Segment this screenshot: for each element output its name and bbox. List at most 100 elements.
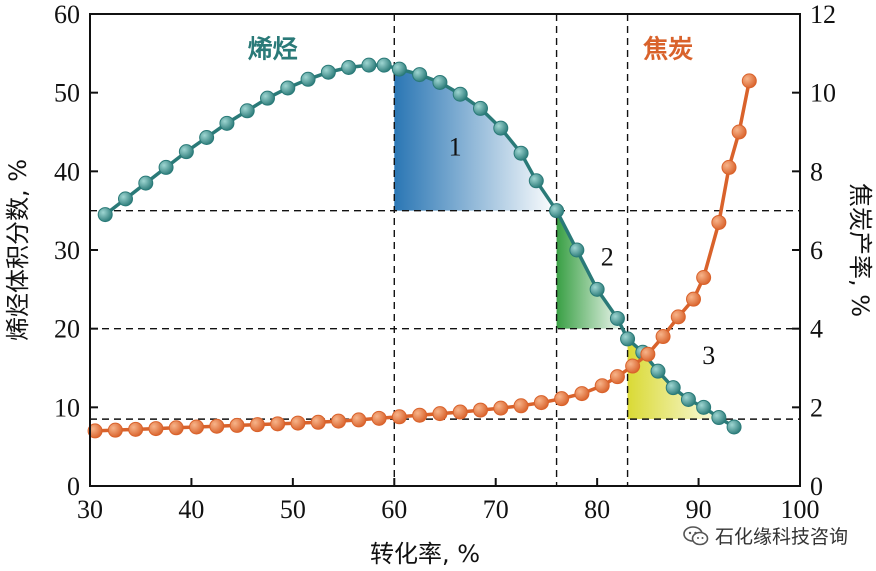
coke-point-26	[609, 369, 625, 385]
olefin-point-16	[412, 67, 428, 83]
y-right-tick-label-12: 12	[810, 0, 836, 29]
data-series	[87, 57, 757, 439]
y-left-tick-label-40: 40	[54, 157, 80, 186]
region-1-fill	[394, 67, 557, 211]
olefin-point-4	[178, 144, 194, 160]
y-left-tick-label-60: 60	[54, 0, 80, 29]
y-right-axis-title: 焦炭产率, %	[846, 183, 874, 317]
olefin-point-23	[549, 203, 565, 219]
coke-point-24	[574, 386, 590, 402]
coke-point-27	[625, 358, 641, 374]
shaded-regions	[394, 67, 735, 427]
coke-point-13	[351, 412, 367, 428]
coke-point-35	[731, 124, 747, 140]
region-1-label: 1	[449, 133, 462, 162]
olefin-point-20	[493, 120, 509, 136]
olefin-point-10	[300, 71, 316, 87]
x-tick-label-60: 60	[381, 495, 407, 524]
olefin-point-17	[432, 74, 448, 90]
x-tick-label-70: 70	[483, 495, 509, 524]
x-tick-label-40: 40	[178, 495, 204, 524]
olefin-point-11	[320, 64, 336, 80]
olefin-point-3	[158, 159, 174, 175]
coke-point-36	[741, 73, 757, 89]
olefin-point-34	[726, 419, 742, 435]
olefin-point-1	[118, 191, 133, 207]
x-tick-label-80: 80	[584, 495, 610, 524]
coke-point-0	[87, 423, 103, 439]
olefin-point-24	[569, 242, 585, 258]
olefin-point-15	[391, 61, 407, 77]
y-right-tick-label-0: 0	[810, 472, 823, 501]
olefin-point-19	[473, 100, 488, 116]
y-left-tick-label-20: 20	[54, 315, 80, 344]
coke-point-2	[128, 421, 144, 437]
coke-point-19	[473, 402, 488, 418]
coke-point-14	[371, 410, 387, 426]
olefin-point-7	[239, 103, 255, 119]
wechat-icon	[683, 525, 709, 545]
y-left-tick-label-0: 0	[67, 472, 80, 501]
olefin-point-22	[528, 173, 544, 189]
watermark-text: 石化缘科技咨询	[714, 526, 848, 548]
y-right-tick-label-2: 2	[810, 393, 823, 422]
coke-point-10	[290, 415, 306, 431]
labels: 转化率, % 烯烃体积分数, % 焦炭产率, % 烯烃 焦炭 1 2 3	[4, 34, 874, 568]
y-right-tick-label-8: 8	[810, 157, 823, 186]
y-left-tick-label-30: 30	[54, 236, 80, 265]
x-tick-label-50: 50	[280, 495, 306, 524]
olefin-point-18	[452, 86, 468, 102]
x-axis-title: 转化率, %	[370, 540, 480, 568]
coke-point-16	[412, 407, 428, 423]
coke-point-9	[270, 416, 286, 432]
coke-point-30	[670, 309, 686, 325]
olefin-series-label: 烯烃	[248, 34, 298, 63]
y-right-tick-label-4: 4	[810, 315, 823, 344]
coke-point-22	[533, 395, 549, 411]
y-left-tick-label-50: 50	[54, 79, 80, 108]
y-right-tick-label-10: 10	[810, 79, 836, 108]
olefin-point-30	[665, 380, 681, 396]
olefin-point-12	[341, 59, 357, 75]
olefin-point-14	[376, 57, 392, 73]
coke-point-17	[432, 406, 448, 422]
coke-point-23	[554, 391, 570, 407]
olefin-point-33	[711, 410, 727, 426]
coke-point-1	[107, 422, 123, 438]
x-tick-label-30: 30	[77, 495, 103, 524]
coke-point-4	[168, 420, 184, 436]
olefin-point-0	[97, 207, 113, 223]
olefin-point-6	[219, 115, 235, 131]
coke-point-28	[640, 346, 656, 362]
region-2-label: 2	[601, 243, 614, 272]
coke-point-21	[513, 398, 529, 414]
coke-point-11	[310, 414, 326, 430]
olefin-point-2	[138, 175, 154, 191]
coke-point-5	[189, 419, 204, 435]
coke-point-8	[249, 417, 265, 433]
olefin-point-31	[680, 391, 696, 407]
olefin-point-26	[609, 310, 625, 326]
y-left-tick-label-10: 10	[54, 393, 80, 422]
olefin-point-9	[280, 80, 296, 96]
coke-point-12	[331, 413, 346, 429]
y-left-axis-title: 烯烃体积分数, %	[4, 159, 32, 341]
coke-point-31	[686, 291, 701, 307]
coke-point-20	[493, 400, 509, 416]
coke-point-18	[452, 404, 468, 420]
coke-point-15	[391, 409, 407, 425]
x-tick-label-100: 100	[781, 495, 820, 524]
coke-point-29	[655, 329, 671, 345]
olefin-point-25	[589, 281, 605, 297]
olefin-point-8	[260, 90, 275, 106]
coke-point-34	[721, 159, 737, 175]
region-3-label: 3	[702, 341, 715, 370]
coke-point-7	[229, 417, 245, 433]
coke-point-32	[696, 270, 712, 286]
region-3-fill	[627, 338, 735, 427]
olefin-point-27	[620, 331, 636, 347]
y-right-tick-label-6: 6	[810, 236, 823, 265]
olefin-point-29	[650, 363, 666, 379]
